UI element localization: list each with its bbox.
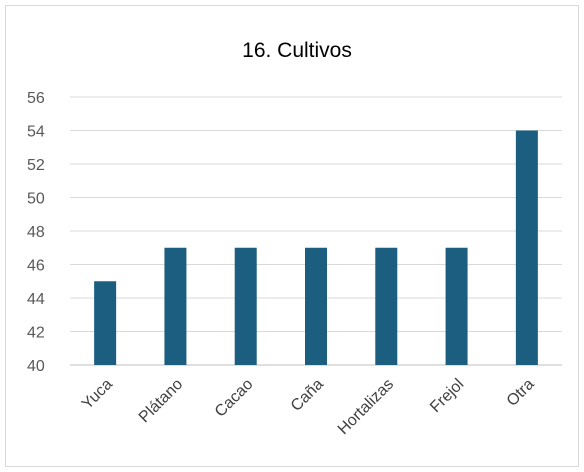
y-tick-label: 52 — [27, 157, 45, 174]
x-axis-labels: Yuca Plátano Cacao Caña Hortalizas Frejol Otra — [79, 376, 538, 438]
x-tick-label: Hortalizas — [335, 376, 397, 438]
bar-frejol — [445, 247, 468, 365]
y-tick-label: 46 — [27, 258, 45, 275]
bar-plátano — [164, 247, 187, 365]
bar-otra — [515, 130, 538, 365]
chart-frame — [5, 5, 579, 467]
y-tick-label: 54 — [27, 124, 45, 141]
x-tick-label: Frejol — [427, 376, 467, 416]
x-tick-label: Otra — [504, 376, 538, 410]
y-tick-label: 48 — [27, 224, 45, 241]
y-tick-label: 44 — [27, 291, 45, 308]
bars — [94, 130, 538, 365]
y-tick-label: 50 — [27, 191, 45, 208]
chart-title: 16. Cultivos — [242, 39, 352, 62]
gridlines — [70, 96, 562, 366]
x-tick-label: Cacao — [212, 376, 257, 421]
bar-caña — [305, 247, 327, 365]
y-axis-ticks: 40 42 44 46 48 50 52 54 56 — [27, 90, 45, 375]
x-tick-label: Caña — [288, 376, 327, 415]
y-tick-label: 56 — [27, 90, 45, 107]
x-tick-label: Yuca — [79, 376, 116, 413]
bar-hortalizas — [375, 247, 398, 365]
bar-cacao — [234, 247, 257, 365]
y-tick-label: 42 — [27, 325, 45, 342]
y-tick-label: 40 — [27, 358, 45, 375]
x-tick-label: Plátano — [136, 376, 186, 426]
bar-yuca — [94, 281, 117, 365]
